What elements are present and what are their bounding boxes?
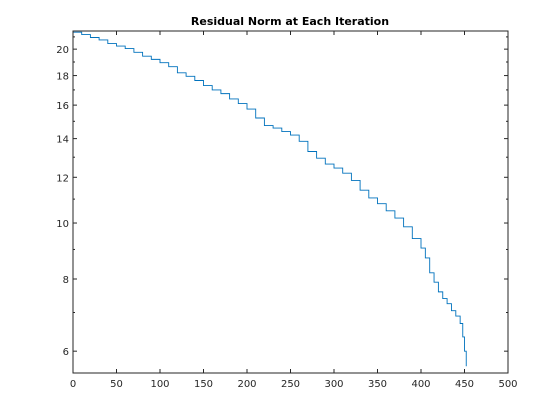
y-tick-label: 16: [56, 101, 69, 112]
x-tick-label: 450: [455, 379, 474, 390]
x-tick-label: 300: [324, 379, 343, 390]
chart-title: Residual Norm at Each Iteration: [191, 15, 389, 28]
y-tick-label: 14: [56, 135, 69, 146]
x-tick-label: 100: [150, 379, 169, 390]
x-tick-label: 400: [411, 379, 430, 390]
y-tick-label: 8: [63, 275, 69, 286]
series-line: [73, 31, 467, 367]
y-tick-label: 18: [56, 72, 69, 83]
y-tick-label: 12: [56, 173, 69, 184]
x-tick-label: 350: [368, 379, 387, 390]
x-tick-label: 500: [498, 379, 517, 390]
y-tick-label: 20: [56, 45, 69, 56]
tick-label-layer: 0 50 100 150 200 250 300 350 400 450 500 6 8 10 12 14 16…: [56, 45, 517, 390]
x-tick-label: 250: [281, 379, 300, 390]
x-tick-label: 0: [70, 379, 76, 390]
y-tick-label: 6: [63, 347, 69, 358]
y-tick-label: 10: [56, 219, 69, 230]
plot-area: [73, 31, 508, 373]
x-tick-label: 50: [110, 379, 123, 390]
x-tick-label: 200: [237, 379, 256, 390]
x-tick-label: 150: [194, 379, 213, 390]
axes-box: [72, 30, 509, 374]
data-layer: [73, 31, 467, 367]
